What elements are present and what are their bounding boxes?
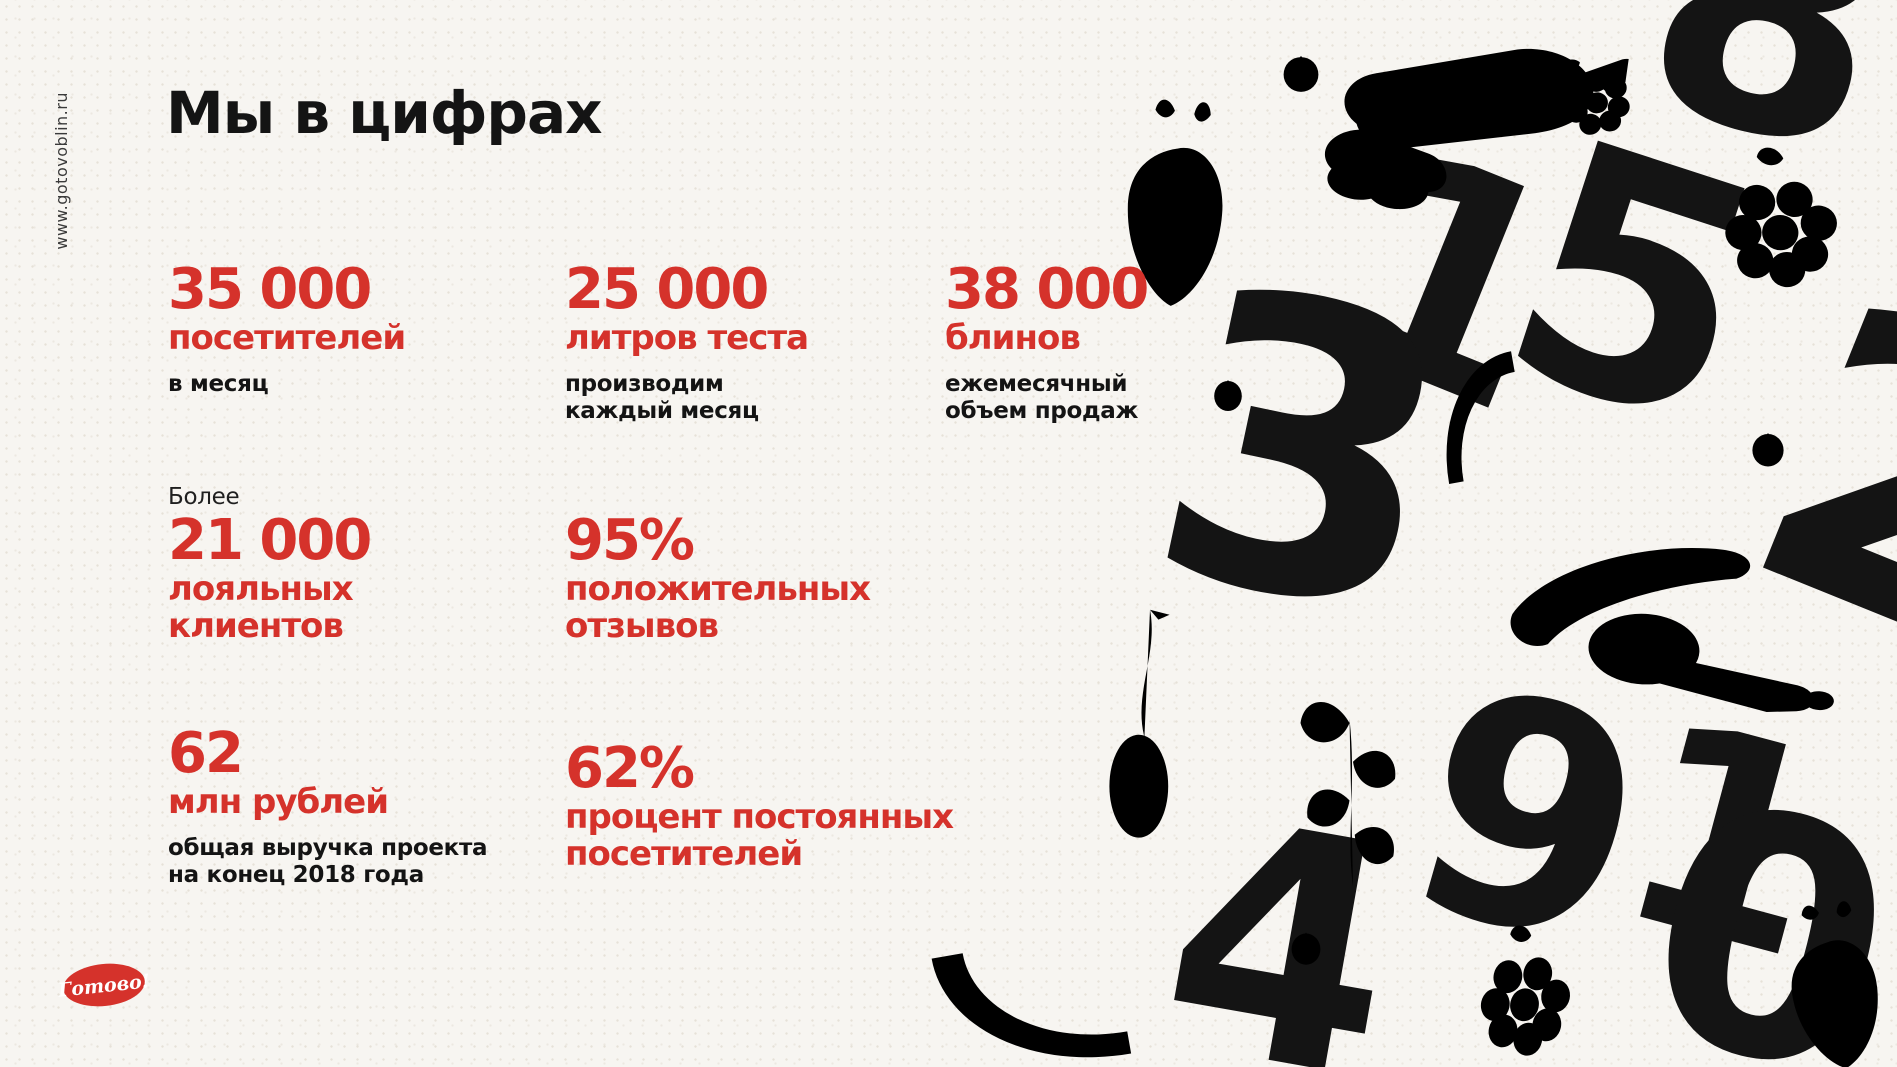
- squash-rolling-pin-sketch-icon: [1484, 495, 1866, 749]
- stat-value: 35 000: [168, 257, 372, 322]
- stat-label: положительных отзывов: [565, 569, 871, 646]
- stat-note: общая выручка проекта на конец 2018 года: [168, 834, 488, 888]
- stat-dough-liters: 25 000 литров теста производим каждый ме…: [565, 257, 809, 425]
- stat-pancakes: 38 000 блинов ежемесячный объем продаж: [945, 257, 1149, 425]
- blueberry-sketch-icon: [1205, 368, 1251, 418]
- stat-value: 21 000: [168, 508, 372, 573]
- blueberry-sketch-icon: [1282, 920, 1330, 972]
- stat-label: посетителей: [168, 318, 406, 358]
- strawberry-sketch-icon: [1752, 877, 1897, 1067]
- cherry-sketch-icon: [1080, 600, 1220, 845]
- page-title: Мы в цифрах: [166, 79, 602, 147]
- stat-note: производим каждый месяц: [565, 370, 759, 424]
- stat-positive-reviews: 95% положительных отзывов: [565, 508, 871, 646]
- basil-sketch-icon: [1262, 680, 1437, 895]
- stat-value: 95%: [565, 508, 695, 573]
- stat-value: 62%: [565, 736, 695, 801]
- stat-label: блинов: [945, 318, 1081, 358]
- stat-revenue: 62 млн рублей общая выручка проекта на к…: [168, 721, 488, 889]
- website-url: www.gotovoblin.ru: [52, 92, 71, 250]
- orange-slice-sketch-icon: [903, 912, 1152, 1067]
- stat-label: лояльных клиентов: [168, 569, 354, 646]
- stat-value: 38 000: [945, 257, 1149, 322]
- stat-label: процент постоянных посетителей: [565, 797, 954, 874]
- stat-note: ежемесячный объем продаж: [945, 370, 1139, 424]
- gotovo-logo: Готово!: [58, 963, 150, 1007]
- blueberry-sketch-icon: [1742, 420, 1794, 474]
- stat-prefix: Более: [168, 484, 240, 510]
- stat-visitors: 35 000 посетителей в месяц: [168, 257, 406, 398]
- stat-regular-visitors: 62% процент постоянных посетителей: [565, 736, 954, 874]
- stat-value: 25 000: [565, 257, 769, 322]
- stat-value: 62: [168, 721, 244, 786]
- stat-note: в месяц: [168, 370, 269, 397]
- stat-loyal-clients: Более 21 000 лояльных клиентов: [168, 484, 372, 646]
- stat-label: млн рублей: [168, 782, 389, 822]
- blueberry-sketch-icon: [1272, 42, 1330, 100]
- stat-label: литров теста: [565, 318, 809, 358]
- raspberry-sketch-icon: [1687, 127, 1877, 313]
